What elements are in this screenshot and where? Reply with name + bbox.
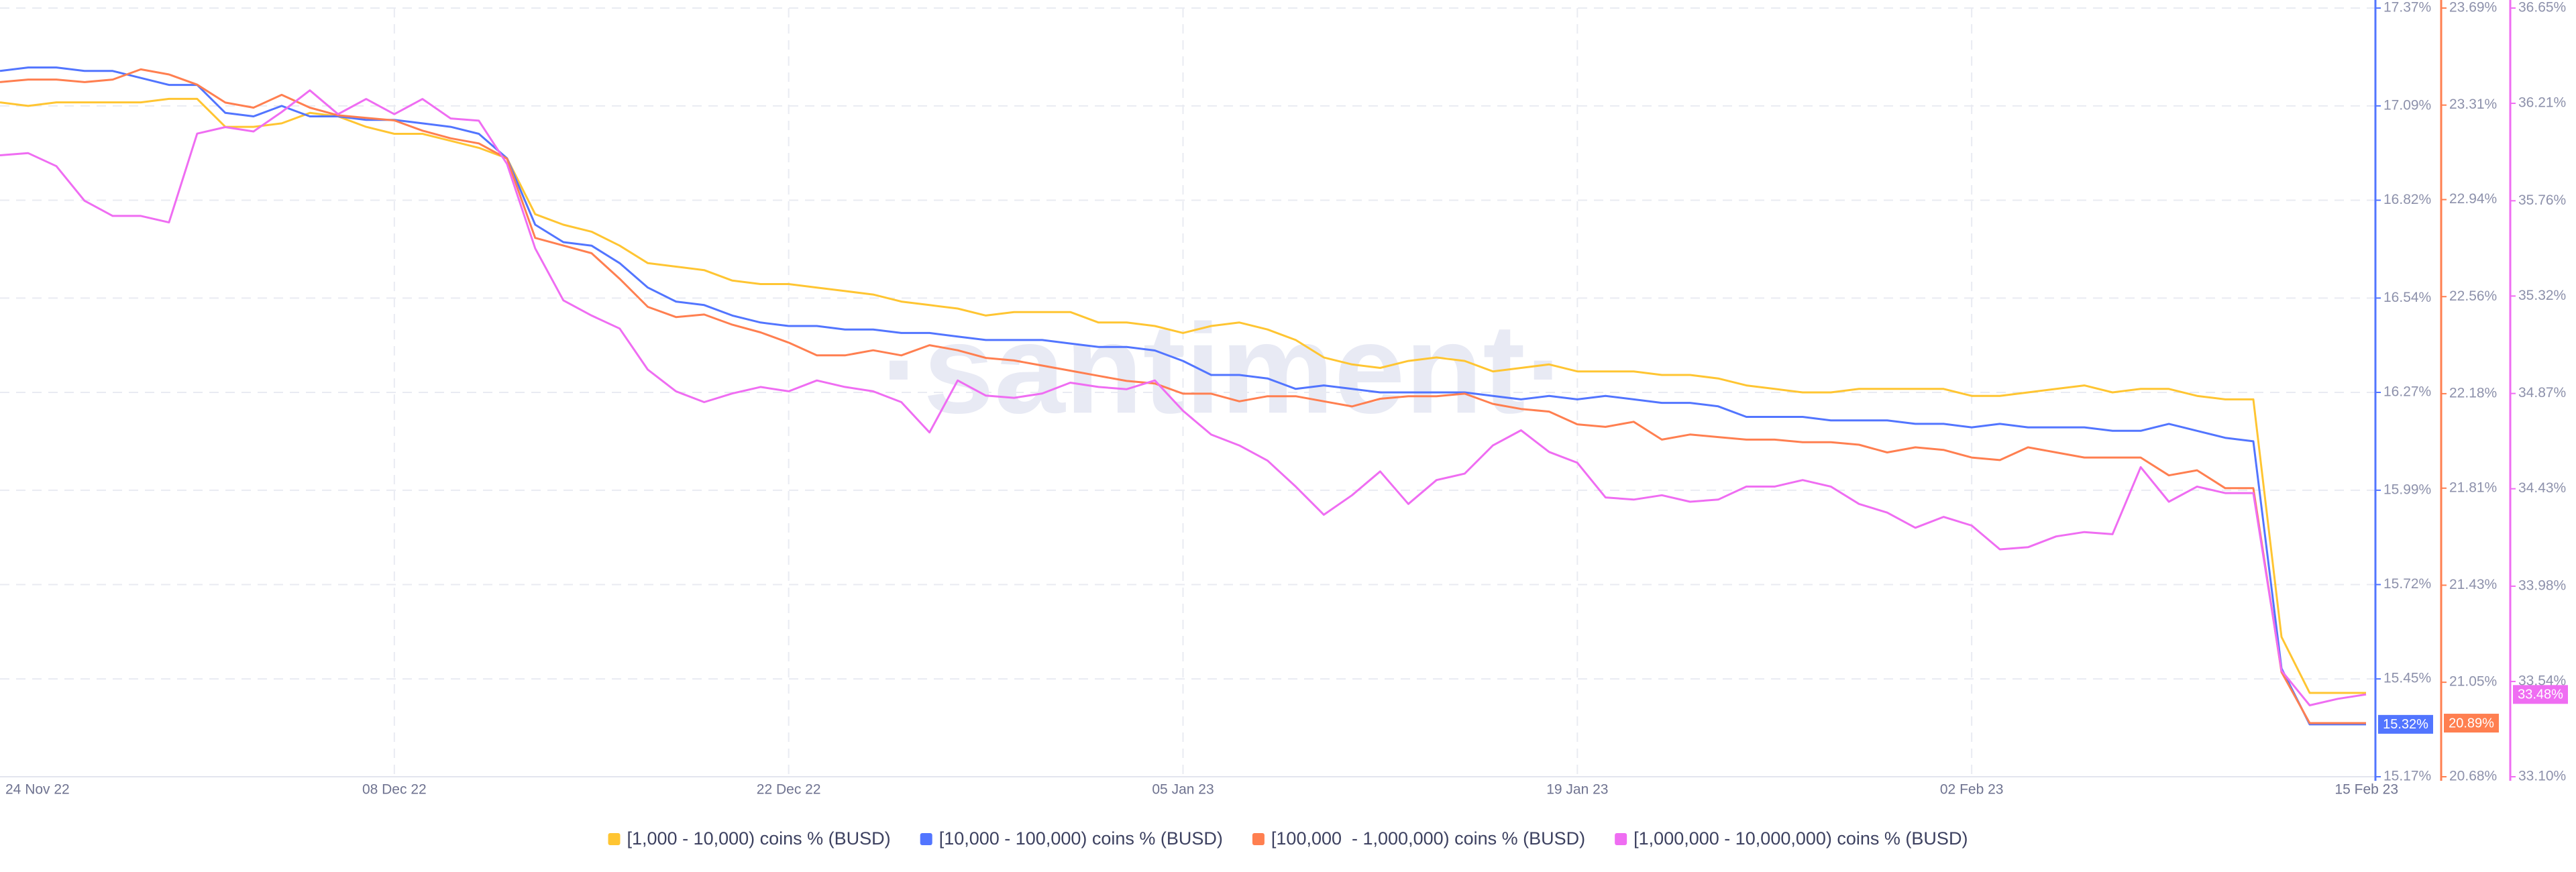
legend-label: [10,000 - 100,000) coins % (BUSD) [939, 828, 1223, 849]
series-line [0, 97, 2366, 694]
y-tick-label: 15.99% [2383, 482, 2431, 497]
last-value-label: 20.89% [2449, 716, 2494, 730]
y3-tick-label: 35.76% [2518, 193, 2566, 208]
legend-label: [1,000 - 10,000) coins % (BUSD) [627, 828, 891, 849]
y3-tick-label: 36.21% [2518, 95, 2566, 111]
x-tick-label: 08 Dec 22 [362, 782, 427, 798]
x-tick-label: 24 Nov 22 [5, 782, 70, 798]
legend-swatch [1615, 833, 1627, 845]
y-tick-label: 17.09% [2383, 97, 2431, 113]
last-value-label: 15.32% [2383, 717, 2428, 732]
y-tick-label: 15.72% [2383, 576, 2431, 592]
y-tick-label: 16.27% [2383, 384, 2431, 400]
y3-tick-label: 33.54% [2518, 673, 2566, 689]
legend-swatch [608, 833, 621, 845]
y-tick-label: 15.45% [2383, 671, 2431, 686]
y3-tick-label: 34.87% [2518, 385, 2566, 400]
x-tick-label: 05 Jan 23 [1152, 782, 1214, 798]
y2-tick-label: 21.43% [2449, 577, 2497, 592]
x-tick-label: 15 Feb 23 [2334, 782, 2398, 798]
last-value-label: 33.48% [2518, 688, 2563, 702]
y-tick-label: 17.37% [2383, 0, 2431, 15]
y3-tick-label: 36.65% [2518, 0, 2566, 15]
y-tick-label: 16.54% [2383, 290, 2431, 305]
y2-tick-label: 20.68% [2449, 769, 2497, 784]
y2-tick-label: 21.05% [2449, 674, 2497, 690]
y3-tick-label: 33.98% [2518, 578, 2566, 593]
last-value-badge [2444, 714, 2499, 733]
y2-tick-label: 23.69% [2449, 0, 2497, 15]
legend: [1,000 - 10,000) coins % (BUSD) [10,000 -… [608, 828, 1968, 849]
y2-tick-label: 23.31% [2449, 97, 2497, 112]
legend-label: [1,000,000 - 10,000,000) coins % (BUSD) [1633, 828, 1968, 849]
legend-label: [100,000 - 1,000,000) coins % (BUSD) [1271, 828, 1585, 849]
y-tick-label: 16.82% [2383, 192, 2431, 207]
y3-tick-label: 35.32% [2518, 288, 2566, 303]
y3-tick-label: 34.43% [2518, 480, 2566, 496]
x-tick-label: 19 Jan 23 [1546, 782, 1608, 798]
watermark: ·santiment· [881, 298, 1568, 440]
y2-tick-label: 22.56% [2449, 288, 2497, 304]
legend-swatch [920, 833, 932, 845]
last-value-badge [2378, 714, 2433, 734]
y-tick-label: 15.17% [2383, 769, 2431, 784]
series-line [0, 68, 2366, 724]
y2-tick-label: 22.94% [2449, 191, 2497, 207]
y2-tick-label: 21.81% [2449, 480, 2497, 495]
series-line [0, 89, 2367, 706]
x-tick-label: 22 Dec 22 [757, 782, 821, 798]
y2-tick-label: 22.18% [2449, 385, 2497, 400]
y3-tick-label: 33.10% [2518, 769, 2566, 784]
x-tick-label: 02 Feb 23 [1940, 782, 2004, 798]
legend-swatch [1252, 833, 1265, 845]
last-value-badge [2513, 685, 2568, 704]
